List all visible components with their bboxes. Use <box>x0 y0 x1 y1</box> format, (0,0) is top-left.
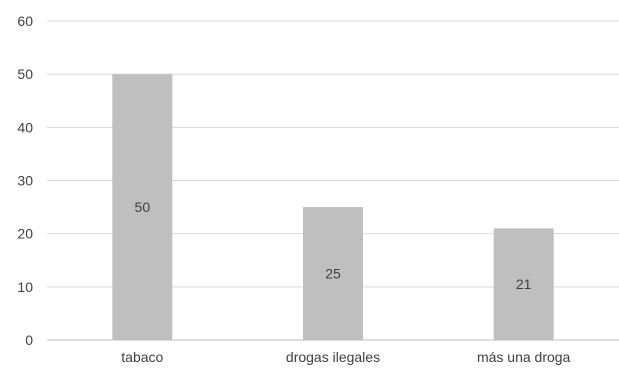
y-tick-label: 10 <box>17 279 33 295</box>
data-label: 21 <box>516 276 532 292</box>
bar <box>303 207 363 340</box>
x-axis-category-labels: tabaco drogas ilegales más una droga <box>121 349 570 365</box>
y-tick-label: 20 <box>17 226 33 242</box>
bars <box>112 74 554 341</box>
data-label: 25 <box>325 266 341 282</box>
bar <box>493 228 554 340</box>
data-labels: 50 25 21 <box>135 199 532 292</box>
y-axis-tick-labels: 0 10 20 30 40 50 60 <box>17 13 33 348</box>
y-tick-label: 40 <box>17 119 33 135</box>
y-tick-label: 0 <box>25 332 33 348</box>
x-category-label: más una droga <box>477 349 571 365</box>
y-tick-label: 50 <box>17 66 33 82</box>
data-label: 50 <box>135 199 151 215</box>
x-category-label: drogas ilegales <box>286 349 380 365</box>
y-tick-label: 30 <box>17 173 33 189</box>
bar <box>112 74 173 341</box>
x-category-label: tabaco <box>121 349 163 365</box>
y-tick-label: 60 <box>17 13 33 29</box>
